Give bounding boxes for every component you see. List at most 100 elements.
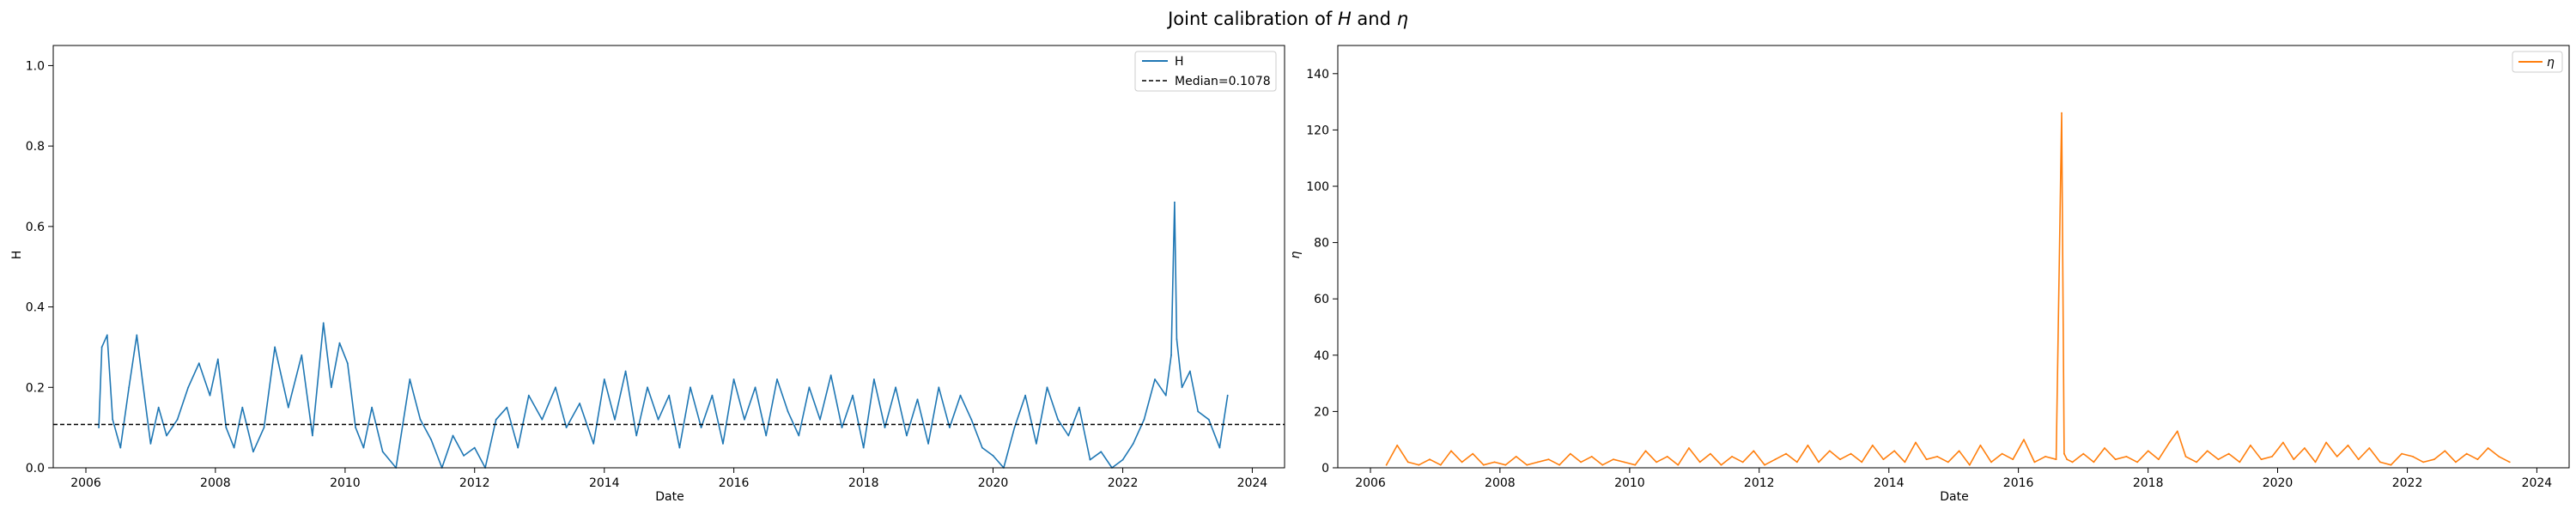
chart-eta-data-point	[2217, 458, 2220, 461]
chart-eta-data-point	[1893, 450, 1896, 452]
chart-h-ytick-label: 0.0	[26, 462, 45, 476]
chart-eta-data-point	[2001, 452, 2003, 455]
chart-eta-data-point	[2455, 461, 2457, 464]
chart-eta-data-point	[2158, 458, 2160, 461]
chart-eta-ylabel: η	[1289, 251, 1303, 258]
chart-eta-axes-frame	[1337, 45, 2570, 469]
chart-eta-data-point	[1504, 464, 1507, 466]
chart-h-data-point	[517, 446, 519, 449]
chart-eta-data-point	[2498, 456, 2500, 457]
chart-eta-data-point	[2487, 447, 2489, 449]
chart-h-data-point	[895, 386, 896, 389]
chart-h-data-point	[233, 446, 235, 449]
chart-h-data-point	[711, 394, 714, 397]
chart-h-x-ticks: 2006 2008 2010 2012 2014 2016 2018 2020 2022 2024	[70, 468, 1267, 490]
chart-h-data-point	[678, 446, 681, 449]
chart-h-data-point	[1174, 201, 1176, 203]
chart-eta-data-point	[2465, 452, 2468, 455]
chart-eta-data-point	[2357, 458, 2360, 461]
chart-eta-data-point	[2444, 450, 2446, 452]
chart-h-data-point	[992, 455, 994, 457]
chart-eta-data-point	[1406, 461, 1409, 464]
chart-eta-data-point	[2336, 456, 2338, 457]
chart-h-data-point	[1067, 434, 1070, 437]
chart-h-data-point	[1024, 394, 1026, 397]
chart-eta-data-point	[1785, 452, 1788, 455]
chart-eta-ytick-label: 20	[1314, 405, 1329, 419]
chart-eta-data-point	[2239, 461, 2241, 464]
chart-h-xtick-label: 2012	[459, 476, 490, 490]
chart-h-ytick-label: 0.6	[26, 221, 45, 234]
chart-h-data-point	[555, 386, 556, 389]
chart-eta-data-point	[2304, 447, 2306, 449]
chart-h-data-point	[635, 434, 638, 437]
chart-eta-data-point	[1850, 452, 1852, 455]
chart-eta-data-point	[2082, 452, 2085, 455]
chart-h-xtick-label: 2022	[1108, 476, 1139, 490]
chart-h-legend-median-label: Median=0.1078	[1175, 75, 1271, 88]
chart-eta-data-point	[1915, 441, 1917, 444]
chart-eta-data-point	[1774, 458, 1777, 461]
chart-h-xtick-label: 2016	[719, 476, 750, 490]
chart-eta-data-point	[1741, 461, 1744, 464]
chart-h-data-point	[473, 446, 476, 449]
chart-eta-ytick-label: 0	[1321, 462, 1329, 476]
chart-eta-data-point	[2114, 458, 2117, 461]
chart-eta-data-point	[1882, 458, 1885, 461]
chart-h-data-point	[1046, 386, 1048, 389]
chart-h-data-point	[1132, 443, 1134, 445]
chart-eta-data-point	[1461, 461, 1463, 464]
chart-h-data-point	[603, 379, 605, 380]
chart-eta-data-point	[1482, 464, 1485, 466]
chart-h-data-point	[1181, 386, 1183, 389]
chart-eta-data-point	[1968, 464, 1971, 466]
chart-eta-data-point	[1418, 464, 1420, 466]
chart-h-data-point	[614, 418, 616, 421]
chart-eta-data-point	[1839, 458, 1841, 461]
chart-h-data-point	[668, 394, 671, 397]
chart-h-data-point	[346, 362, 349, 365]
chart-eta-data-point	[2293, 458, 2295, 461]
chart-eta-data-point	[1871, 444, 1874, 446]
chart-h-data-point	[1197, 410, 1200, 413]
chart-h-data-point	[541, 418, 544, 421]
chart-eta-data-point	[2250, 444, 2251, 446]
chart-h-data-point	[187, 386, 190, 389]
chart-eta-x-ticks: 2006 2008 2010 2012 2014 2016 2018 2020 2022 2024	[1355, 468, 2552, 490]
chart-eta-xtick-label: 2016	[2003, 476, 2034, 490]
chart-h-data-point	[1176, 338, 1178, 340]
chart-h-data-point	[722, 443, 724, 445]
chart-eta-plot-lines	[1385, 112, 2511, 466]
chart-eta-data-point	[1677, 464, 1680, 466]
chart-h-data-point	[157, 406, 160, 409]
chart-h-data-point	[1143, 418, 1145, 421]
chart-eta-series-line	[1385, 112, 2511, 466]
chart-eta-y-ticks: 0 20 40 60 80 100 120 140	[1306, 68, 1338, 476]
chart-h-data-point	[949, 427, 951, 428]
chart-h-legend-h-label: H	[1175, 55, 1184, 69]
chart-h-data-point	[166, 434, 167, 437]
chart-h-ylabel: H	[10, 251, 24, 260]
chart-h-data-point	[338, 342, 341, 344]
chart-h-data-point	[430, 439, 432, 441]
chart-eta-xtick-label: 2006	[1355, 476, 1386, 490]
chart-eta-data-point	[2508, 461, 2511, 464]
chart-eta-data-point	[1601, 464, 1604, 466]
chart-h-data-point	[216, 358, 219, 360]
chart-h-data-point	[754, 386, 756, 389]
chart-h-data-point	[409, 379, 411, 380]
chart-h-data-point	[1164, 394, 1167, 397]
chart-h-data-point	[765, 434, 768, 437]
chart-h-data-point	[419, 418, 422, 421]
chart-eta-data-point	[2390, 464, 2392, 466]
chart-eta-data-point	[1688, 447, 1690, 449]
chart-eta-data-point	[2147, 450, 2149, 452]
chart-eta-data-point	[2176, 430, 2178, 433]
chart-eta-data-point	[1710, 452, 1711, 455]
chart-eta-ytick-label: 60	[1314, 293, 1329, 306]
chart-eta-data-point	[2476, 458, 2479, 461]
chart-h-data-point	[647, 386, 648, 389]
chart-h-data-point	[452, 434, 454, 437]
chart-h-data-point	[330, 386, 332, 389]
chart-h-data-point	[1089, 458, 1091, 461]
